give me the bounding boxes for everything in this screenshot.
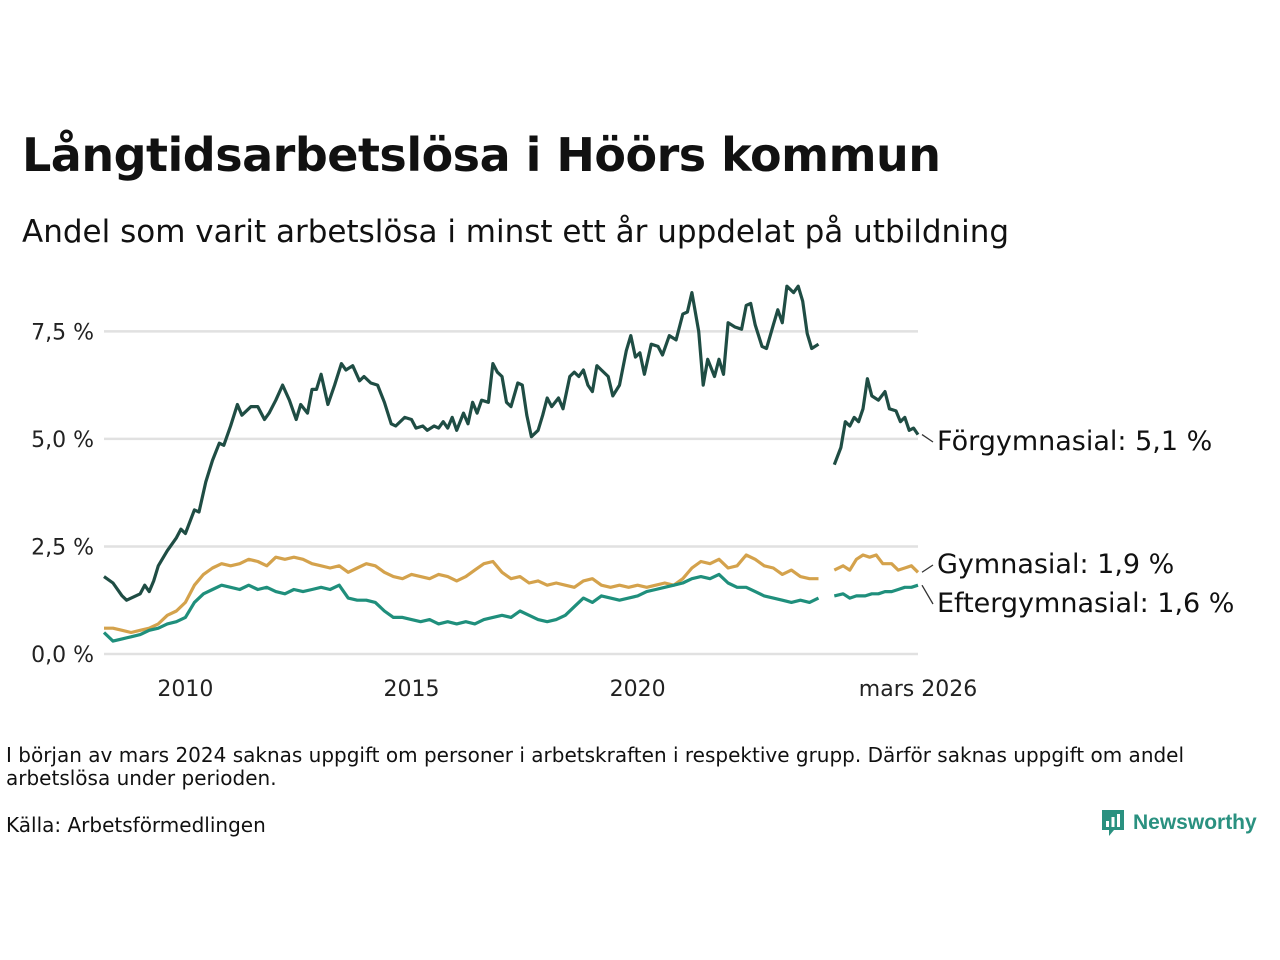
chart-note: I början av mars 2024 saknas uppgift om … <box>6 743 1185 790</box>
bar-chart-icon <box>1102 810 1124 836</box>
eftergymnasial-line <box>102 572 820 643</box>
forgymnasial-end-label: Förgymnasial: 5,1 % <box>937 426 1212 457</box>
x-tick-label: 2010 <box>157 677 213 702</box>
y-axis-ticks: 0,0 % 2,5 % 5,0 % 7,5 % <box>31 320 94 668</box>
x-axis-ticks: 2010 2015 2020 mars 2026 <box>157 677 977 702</box>
source-credit: Källa: Arbetsförmedlingen <box>6 813 266 837</box>
y-tick-label: 2,5 % <box>31 535 94 560</box>
y-tick-label: 5,0 % <box>31 428 94 453</box>
x-tick-label: 2015 <box>384 677 440 702</box>
chart-title: Långtidsarbetslösa i Höörs kommun <box>22 128 941 182</box>
chart-subtitle: Andel som varit arbetslösa i minst ett å… <box>22 214 1010 250</box>
gymnasial-line <box>104 553 819 635</box>
gymnasial-leader-line <box>921 564 934 573</box>
eftergymnasial-end-label: Eftergymnasial: 1,6 % <box>937 588 1234 619</box>
y-tick-label: 0,0 % <box>31 643 94 668</box>
eftergymnasial-line-recent <box>833 583 919 600</box>
x-tick-label: mars 2026 <box>859 677 977 702</box>
brand-name: Newsworthy <box>1133 811 1257 834</box>
series-end-labels: Förgymnasial: 5,1 % Gymnasial: 1,9 % Efter… <box>921 426 1234 619</box>
eftergymnasial-leader-line <box>921 584 934 605</box>
gymnasial-end-label: Gymnasial: 1,9 % <box>937 549 1174 580</box>
forgymnasial-line <box>103 284 820 602</box>
y-tick-label: 7,5 % <box>31 320 94 345</box>
forgymnasial-line-recent <box>832 377 920 466</box>
series-lines <box>102 284 920 643</box>
newsworthy-logo[interactable]: Newsworthy <box>1100 808 1257 838</box>
x-tick-label: 2020 <box>610 677 666 702</box>
gridlines <box>104 330 918 656</box>
forgymnasial-leader-line <box>921 434 934 443</box>
gymnasial-line-recent <box>833 553 920 574</box>
line-chart: 0,0 % 2,5 % 5,0 % 7,5 % 2010 2015 2020 mars 20… <box>31 284 1234 702</box>
